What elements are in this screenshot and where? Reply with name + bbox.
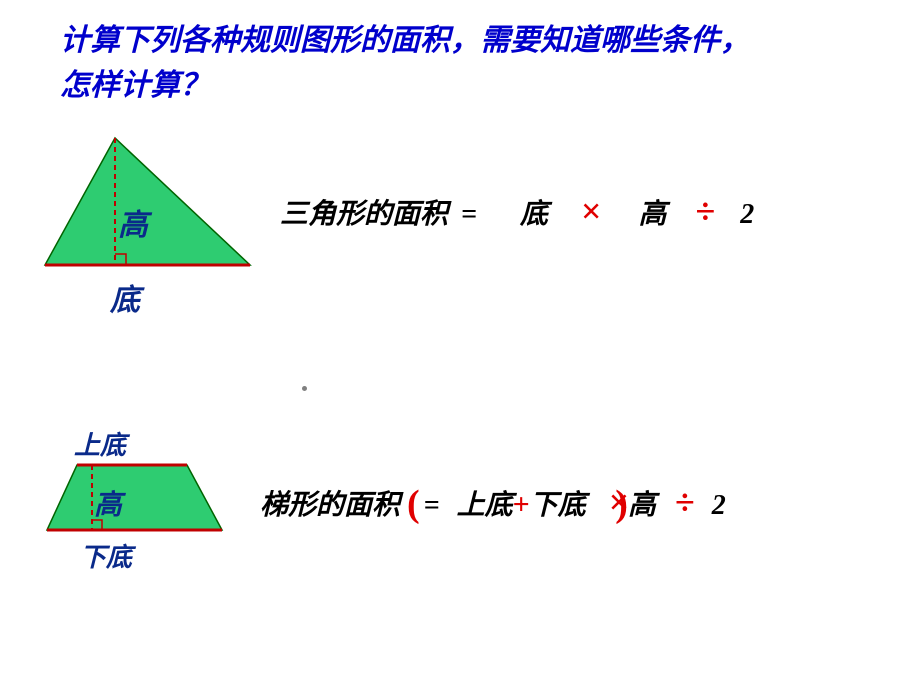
- trap-bottom: 下底: [530, 490, 586, 521]
- tri-two: 2: [740, 199, 754, 230]
- trapezoid-formula: 梯形的面积 (= 上底+下底 ×)高 ÷ 2: [260, 480, 730, 524]
- trapezoid-shape: [22, 455, 232, 540]
- title-line1: 计算下列各种规则图形的面积，需要知道哪些条件，: [60, 18, 750, 63]
- frame-dot-icon: [302, 386, 307, 391]
- tri-eq: =: [461, 199, 477, 230]
- trap-bottom-label: 下底: [80, 537, 132, 574]
- trapezoid-section: 上底 高 下底: [22, 455, 232, 540]
- tri-times-icon: ×: [581, 191, 602, 231]
- tri-base: 底: [520, 199, 548, 230]
- triangle-section: 高 底: [20, 130, 260, 275]
- tri-height: 高: [639, 199, 667, 230]
- trap-two: 2: [712, 490, 726, 521]
- trap-rp-icon: ): [615, 483, 628, 525]
- trap-plus-icon: +: [513, 488, 530, 521]
- trap-eq: =: [424, 490, 440, 521]
- title-line2: 怎样计算？: [60, 63, 750, 108]
- trap-height-label: 高: [94, 483, 122, 523]
- tri-div-icon: ÷: [696, 191, 716, 231]
- trapezoid-polygon: [47, 465, 222, 530]
- triangle-formula: 三角形的面积 = 底 × 高 ÷ 2: [280, 190, 754, 232]
- trap-lp-icon: (: [407, 483, 420, 525]
- triangle-height-label: 高: [118, 200, 148, 244]
- trap-height: 高: [628, 490, 656, 521]
- trap-top: 上底: [457, 490, 513, 521]
- tri-area-text: 三角形的面积: [280, 199, 448, 230]
- trap-area-text: 梯形的面积: [260, 490, 400, 521]
- triangle-base-label: 底: [110, 275, 140, 319]
- page-title: 计算下列各种规则图形的面积，需要知道哪些条件， 怎样计算？: [60, 18, 750, 108]
- trap-top-label: 上底: [74, 425, 126, 462]
- trap-div-icon: ÷: [675, 482, 695, 522]
